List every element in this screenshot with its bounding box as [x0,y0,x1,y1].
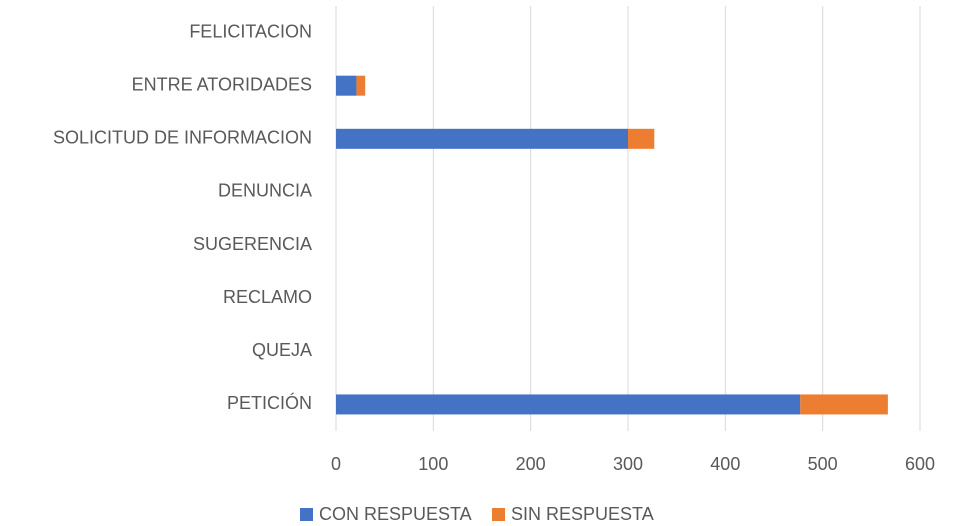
x-tick-label: 0 [331,454,341,474]
y-tick-label: QUEJA [252,340,312,360]
legend-swatch [492,508,505,521]
bar [336,128,628,149]
y-tick-label: DENUNCIA [218,181,312,201]
x-tick-label: 400 [710,454,740,474]
bar [628,128,655,149]
y-tick-label: FELICITACION [189,21,312,41]
y-tick-label: SUGERENCIA [193,234,312,254]
x-tick-label: 500 [808,454,838,474]
legend-swatch [300,508,313,521]
y-tick-label: RECLAMO [223,287,312,307]
y-tick-label: PETICIÓN [227,392,312,413]
x-tick-label: 100 [418,454,448,474]
bar [336,394,801,415]
y-tick-label: ENTRE ATORIDADES [132,74,312,94]
bar [800,394,888,415]
x-tick-label: 600 [905,454,935,474]
y-tick-label: SOLICITUD DE INFORMACION [53,128,312,148]
x-tick-label: 200 [516,454,546,474]
x-tick-label: 300 [613,454,643,474]
legend-label: SIN RESPUESTA [511,504,654,524]
legend-label: CON RESPUESTA [319,504,472,524]
bar [336,75,357,96]
bar [356,75,366,96]
